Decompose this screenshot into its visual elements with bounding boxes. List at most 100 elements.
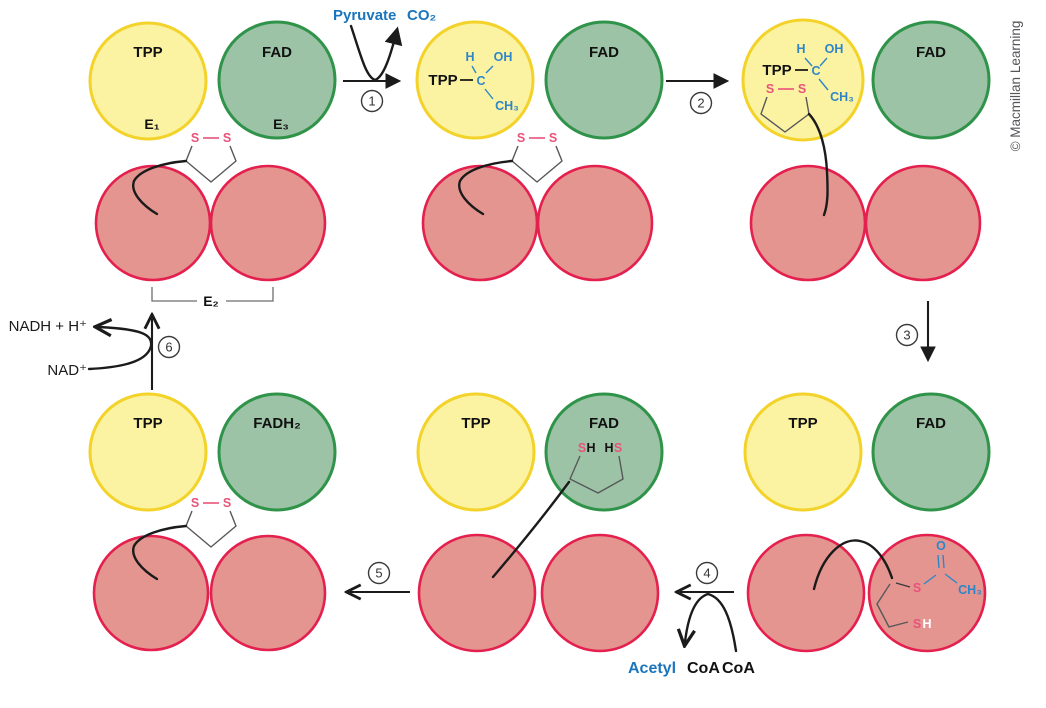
panel-top-middle: S S FAD TPP C H OH CH₃ <box>415 20 664 282</box>
e1-tpp-circle <box>88 392 208 512</box>
enzyme-label-e1: E₁ <box>144 116 159 132</box>
lipoyl-arm <box>132 524 188 581</box>
thiol-h-label: H <box>586 441 595 455</box>
cofactor-label-tpp: TPP <box>133 44 162 61</box>
hydroxyl-label: OH <box>494 50 513 64</box>
carbon-label: C <box>811 64 820 78</box>
structure-tpp-label: TPP <box>428 72 457 89</box>
sulfur-label: S <box>913 617 921 631</box>
step-5-badge <box>367 561 391 585</box>
step-3-reaction: 3 <box>895 301 936 363</box>
c-h-bond <box>804 57 813 67</box>
e2-circle-right <box>867 533 987 653</box>
c-oh-bond <box>485 65 494 74</box>
e3-fad-circle <box>544 20 664 140</box>
step-6-reaction: NADH + H⁺ NAD⁺ 6 <box>9 318 181 390</box>
e2-circle-left <box>421 164 539 282</box>
s-acyl-bond <box>923 574 937 585</box>
product-label-coa: CoA <box>687 660 720 677</box>
hydrogen-label: H <box>796 42 805 56</box>
thiol-h-label: H <box>604 441 613 455</box>
cofactor-label-fadh2: FADH₂ <box>253 415 301 432</box>
e2-circle-right <box>536 164 654 282</box>
step-6-badge <box>157 335 181 359</box>
e2-bracket <box>151 287 274 302</box>
product-label-co2: CO₂ <box>407 7 436 24</box>
e2-circle-left <box>92 534 210 652</box>
nad-nadh-swoosh <box>87 327 153 371</box>
lipoyl-arm <box>132 159 188 216</box>
sulfur-label: S <box>191 496 199 510</box>
cofactor-label-tpp: TPP <box>788 415 817 432</box>
sulfur-label: S <box>614 441 622 455</box>
e1-tpp-circle <box>743 392 863 512</box>
step-3-number: 3 <box>903 328 910 343</box>
step-1-reaction: Pyruvate CO₂ 1 <box>333 7 436 113</box>
c-s-bond <box>895 582 911 588</box>
e2-circle-left <box>417 533 537 653</box>
lipoyl-arm <box>491 480 571 579</box>
product-label-nadh: NADH + H⁺ <box>9 318 87 335</box>
sulfur-label: S <box>223 131 231 145</box>
step-5-reaction: 5 <box>350 561 410 593</box>
e1-tpp-circle <box>416 392 536 512</box>
cofactor-label-tpp: TPP <box>461 415 490 432</box>
step-1-badge <box>360 89 384 113</box>
cofactor-label-fad: FAD <box>916 415 946 432</box>
sulfur-label: S <box>549 131 557 145</box>
substrate-label-nad: NAD⁺ <box>47 362 87 379</box>
cofactor-label-fad: FAD <box>916 44 946 61</box>
c-o-double-bond <box>942 554 945 569</box>
lipoamide-ring <box>185 145 237 183</box>
panel-bottom-right: TPP FAD S O CH₃ S H <box>743 392 991 653</box>
e2-circle-left <box>749 164 867 282</box>
c-ch3-bond <box>484 88 494 100</box>
e2-circle-right <box>209 534 327 652</box>
e3-fadh2-circle <box>217 392 337 512</box>
step-2-reaction: 2 <box>666 73 730 115</box>
sulfur-label: S <box>766 82 774 96</box>
e2-circle-left <box>94 164 212 282</box>
c-oh-bond <box>819 57 828 67</box>
e2-circle-right <box>209 164 327 282</box>
hydrogen-label: H <box>465 50 474 64</box>
thiol-h-label: H <box>922 617 931 631</box>
methyl-label: CH₃ <box>830 90 854 104</box>
hydroxyl-label: OH <box>825 42 844 56</box>
product-label-acetyl: Acetyl <box>628 660 676 677</box>
sulfur-label: S <box>223 496 231 510</box>
panel-top-left: S S TPP E₁ FAD E₃ E₂ <box>88 20 337 309</box>
e2-circle-left <box>746 533 866 653</box>
coa-swoosh <box>685 592 738 653</box>
substrate-label-coa: CoA <box>722 660 755 677</box>
carbon-label: C <box>476 74 485 88</box>
panel-bottom-middle: TPP FAD S H H S <box>416 392 664 653</box>
c-h-bond <box>471 65 477 74</box>
sulfur-label: S <box>798 82 806 96</box>
methyl-label: CH₃ <box>495 99 519 113</box>
cofactor-label-fad: FAD <box>589 415 619 432</box>
e3-fad-circle <box>217 20 337 140</box>
cofactor-label-tpp: TPP <box>133 415 162 432</box>
e1-tpp-circle <box>741 18 865 142</box>
e1-tpp-circle <box>415 20 535 140</box>
step-6-number: 6 <box>165 340 172 355</box>
e1-tpp-circle <box>88 21 208 141</box>
c-o-double-bond <box>937 554 940 569</box>
step-2-number: 2 <box>697 96 704 111</box>
step-4-badge <box>695 561 719 585</box>
step-4-number: 4 <box>703 566 710 581</box>
enzyme-label-e3: E₃ <box>273 116 289 132</box>
e3-fad-circle <box>871 20 991 140</box>
copyright-notice: © Macmillan Learning <box>1008 21 1023 152</box>
panel-bottom-left: TPP FADH₂ S S <box>88 392 337 652</box>
lipoyl-arm <box>812 539 894 591</box>
step-4-reaction: 4 Acetyl CoA CoA <box>628 561 755 677</box>
sulfur-label: S <box>191 131 199 145</box>
acyl-ch3-bond <box>944 573 958 584</box>
lipoyl-arm <box>458 159 514 216</box>
step-2-badge <box>689 91 713 115</box>
sulfur-label: S <box>517 131 525 145</box>
